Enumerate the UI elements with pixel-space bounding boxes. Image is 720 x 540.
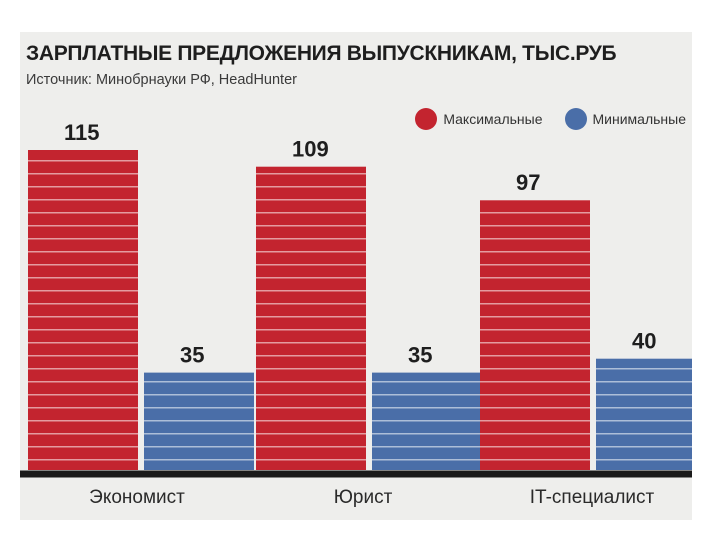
- value-label-min-0: 35: [180, 343, 204, 368]
- value-label-max-1: 109: [292, 137, 329, 162]
- legend-swatch-max: [415, 108, 438, 130]
- bars-layer: [28, 150, 692, 470]
- category-label-0: Экономист: [89, 487, 185, 508]
- legend-label-max: Максимальные: [443, 111, 543, 127]
- legend-item-min: Минимальные: [564, 108, 687, 130]
- category-label-2: IT-специалист: [530, 487, 655, 508]
- bar-stripes-max-2: [480, 200, 590, 470]
- bar-chart: 115 35 Экономист 109 35 Юрист 97 40 IT-специалис…: [20, 120, 692, 508]
- value-label-min-1: 35: [408, 343, 432, 368]
- chart-title: ЗАРПЛАТНЫЕ ПРЕДЛОЖЕНИЯ ВЫПУСКНИКАМ, ТЫС.…: [26, 42, 617, 65]
- value-label-max-0: 115: [64, 120, 100, 145]
- bar-stripes-min-2: [596, 358, 692, 470]
- bar-stripes-min-1: [372, 372, 482, 470]
- bar-stripes-min-0: [144, 372, 254, 470]
- value-label-min-2: 40: [632, 329, 656, 354]
- legend-swatch-min: [564, 108, 587, 130]
- chart-legend: Максимальные Минимальные: [415, 108, 686, 130]
- bar-stripes-max-1: [256, 166, 366, 470]
- bar-stripes-max-0: [28, 150, 138, 470]
- chart-figure: ЗАРПЛАТНЫЕ ПРЕДЛОЖЕНИЯ ВЫПУСКНИКАМ, ТЫС.…: [20, 32, 692, 520]
- category-label-1: Юрист: [334, 487, 393, 508]
- value-label-max-2: 97: [516, 170, 540, 195]
- labels-layer: 115 35 Экономист 109 35 Юрист 97 40 IT-специалис…: [64, 120, 656, 508]
- legend-item-max: Максимальные: [415, 108, 543, 130]
- chart-source: Источник: Минобрнауки РФ, HeadHunter: [26, 72, 297, 88]
- legend-label-min: Минимальные: [592, 111, 687, 127]
